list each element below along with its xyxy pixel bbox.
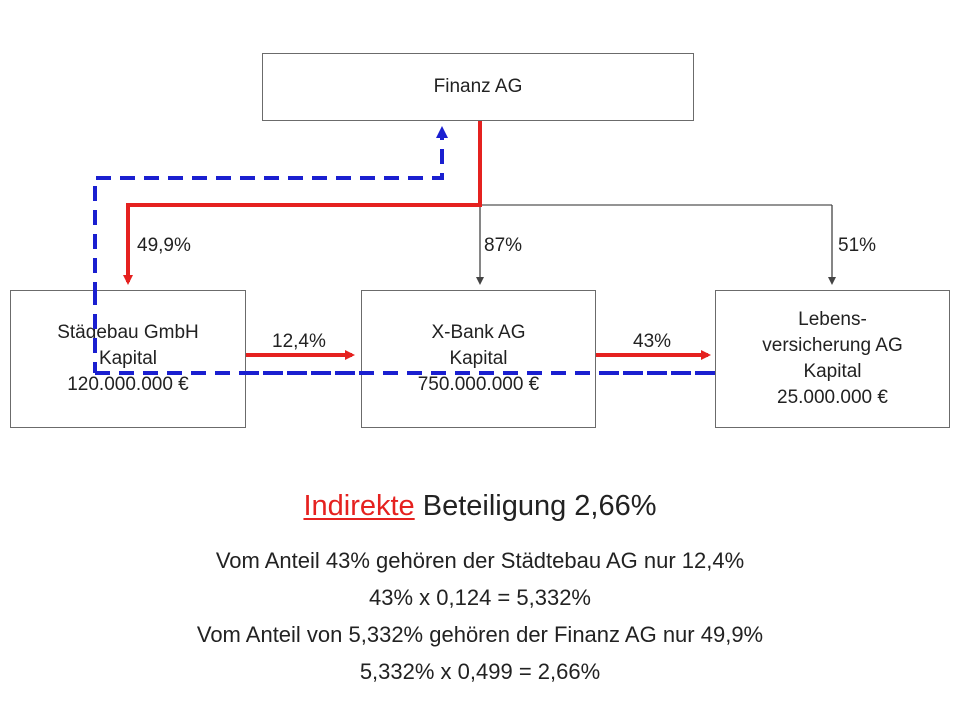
node-lebens-name-line1: Lebens-	[798, 309, 867, 330]
summary-heading-accent: Indirekte	[303, 490, 415, 522]
pct-finanz-staedtebau: 49,9%	[137, 235, 191, 256]
summary-line-3: Vom Anteil von 5,332% gehören der Finanz…	[196, 622, 764, 647]
node-finanz-ag: Finanz AG	[262, 53, 694, 121]
pct-staedtebau-xbank: 12,4%	[272, 331, 326, 352]
node-staedtebau-name: Städebau GmbH	[57, 322, 199, 343]
summary-line-2: 43% x 0,124 = 5,332%	[369, 585, 591, 610]
summary-heading: Indirekte Beteiligung 2,66%	[0, 490, 960, 523]
node-lebens-kapital-value: 25.000.000 €	[777, 387, 888, 408]
arrow-to-staedtebau	[123, 121, 482, 285]
summary-line-1: Vom Anteil 43% gehören der Städtebau AG …	[215, 548, 745, 573]
node-xbank-ag: X-Bank AG Kapital 750.000.000 €	[361, 290, 596, 428]
node-xbank-kapital-label: Kapital	[449, 348, 508, 369]
summary-heading-rest: Beteiligung 2,66%	[414, 490, 657, 522]
node-staedtebau-kapital-value: 120.000.000 €	[67, 374, 189, 395]
node-xbank-name: X-Bank AG	[431, 322, 526, 343]
node-lebens-kapital-label: Kapital	[803, 361, 862, 382]
pct-finanz-xbank: 87%	[484, 235, 523, 256]
node-lebens-name-line2: versicherung AG	[762, 335, 903, 356]
node-staedtebau-kapital-label: Kapital	[98, 348, 158, 369]
node-xbank-kapital-value: 750.000.000 €	[417, 374, 540, 395]
pct-finanz-lebens: 51%	[838, 235, 877, 256]
pct-xbank-lebens: 43%	[633, 331, 672, 352]
node-lebensversicherung-ag: Lebens- versicherung AG Kapital 25.000.0…	[715, 290, 950, 428]
summary-line-4: 5,332% x 0,499 = 2,66%	[359, 659, 601, 684]
node-staedtebau-gmbh: Städebau GmbH Kapital 120.000.000 €	[10, 290, 246, 428]
node-finanz-ag-name: Finanz AG	[433, 76, 523, 97]
